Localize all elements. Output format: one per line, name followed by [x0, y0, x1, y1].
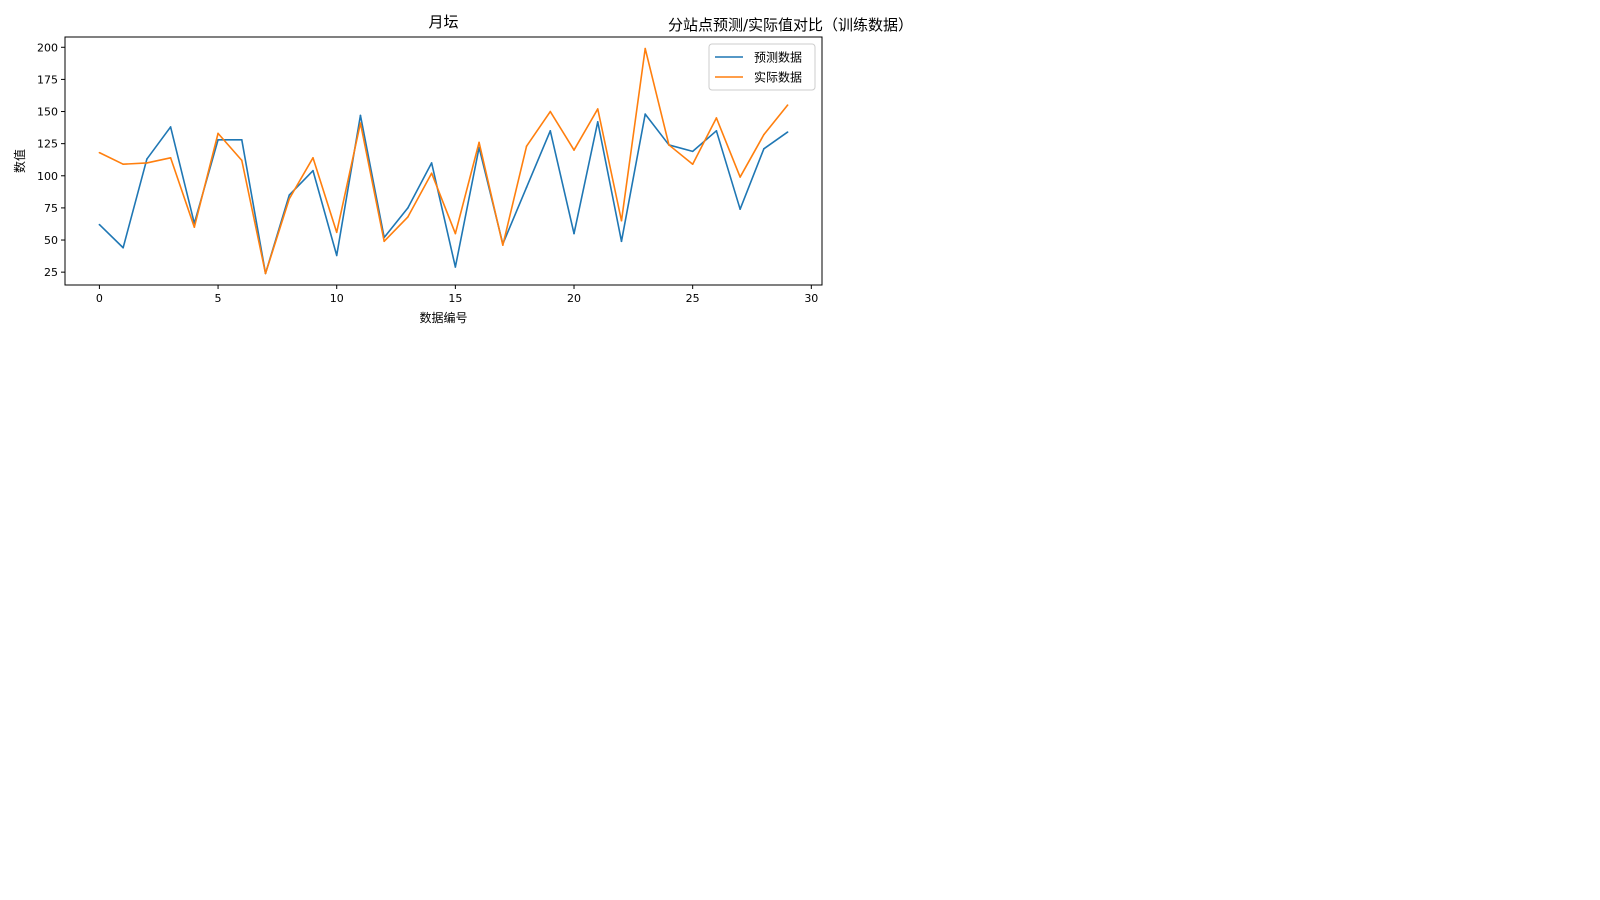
data-point-s1-18 [525, 145, 528, 148]
y-tick-label-3: 100 [37, 170, 58, 183]
data-point-s1-24 [668, 144, 670, 146]
data-point-s0-3 [169, 126, 172, 128]
figure-title: 分站点预测/实际值对比（训练数据） [668, 16, 914, 34]
data-point-s1-8 [288, 198, 291, 200]
data-point-s0-5 [217, 138, 219, 141]
data-point-s1-6 [240, 159, 243, 162]
series-line-0 [98, 113, 789, 275]
data-point-s0-1 [122, 246, 124, 249]
data-point-s1-1 [122, 163, 124, 166]
data-point-s0-28 [763, 147, 765, 150]
data-point-s1-15 [454, 232, 457, 235]
y-tick-label-2: 75 [44, 202, 58, 215]
data-point-s1-25 [691, 163, 694, 166]
data-point-s0-20 [573, 232, 575, 235]
y-tick-label-7: 200 [37, 41, 58, 54]
data-point-s0-11 [359, 114, 362, 117]
legend-label-0: 预测数据 [754, 50, 802, 65]
y-tick-label-1: 50 [44, 234, 58, 247]
data-point-s0-29 [786, 131, 789, 133]
data-point-s1-23 [644, 47, 647, 50]
x-tick-label-2: 10 [330, 292, 344, 305]
data-point-s1-27 [739, 176, 741, 178]
data-point-s0-26 [715, 130, 718, 132]
plot-frame [64, 36, 823, 286]
data-point-s1-9 [312, 156, 314, 159]
x-tick-label-4: 20 [567, 292, 581, 305]
data-point-s1-21 [596, 108, 599, 110]
data-point-s1-4 [193, 226, 196, 228]
y-tick-label-6: 175 [37, 73, 58, 86]
x-tick-label-0: 0 [96, 292, 103, 305]
x-tick-label-5: 25 [686, 292, 700, 305]
data-point-s1-16 [478, 141, 480, 144]
data-point-s1-10 [335, 231, 338, 234]
data-point-s1-26 [715, 117, 718, 119]
data-point-s1-22 [620, 219, 623, 222]
data-point-s0-18 [525, 186, 528, 189]
chart-title: 月坛 [428, 13, 458, 31]
y-axis-label: 数值 [12, 149, 27, 173]
data-point-s0-21 [596, 121, 599, 123]
data-point-s1-29 [786, 104, 789, 106]
data-point-s0-22 [620, 240, 623, 243]
data-point-s1-17 [502, 244, 504, 246]
data-point-s0-19 [549, 130, 552, 132]
data-point-s1-20 [573, 149, 575, 151]
data-point-s1-13 [407, 216, 409, 218]
legend-box [708, 43, 816, 91]
data-point-s1-7 [264, 272, 267, 275]
data-point-s0-15 [454, 266, 457, 268]
data-point-s1-28 [763, 133, 765, 136]
series-line-1 [99, 47, 789, 275]
data-point-s0-13 [407, 207, 409, 209]
x-tick-label-3: 15 [448, 292, 462, 305]
data-point-s1-2 [146, 162, 148, 164]
data-point-s0-0 [98, 223, 101, 226]
y-tick-label-5: 150 [37, 106, 58, 119]
data-point-s0-8 [288, 194, 291, 196]
data-point-s1-3 [169, 156, 172, 159]
x-axis-label: 数据编号 [419, 310, 467, 325]
data-point-s1-19 [549, 110, 552, 113]
data-point-s0-23 [644, 113, 647, 115]
data-point-s0-14 [430, 162, 433, 164]
x-tick-label-6: 30 [804, 292, 818, 305]
data-point-s0-6 [240, 138, 243, 141]
y-tick-label-4: 125 [37, 138, 58, 151]
y-tick-label-0: 25 [44, 266, 58, 279]
data-point-s0-2 [146, 158, 148, 160]
data-point-s0-25 [691, 150, 694, 153]
data-point-s1-0 [98, 151, 101, 154]
legend-label-1: 实际数据 [754, 70, 802, 85]
data-point-s0-9 [312, 169, 314, 172]
data-point-s1-14 [430, 172, 433, 175]
data-point-s0-27 [739, 208, 741, 210]
x-tick-label-1: 5 [215, 292, 222, 305]
data-point-s0-10 [335, 254, 338, 257]
data-point-s1-12 [383, 240, 385, 243]
data-point-s1-11 [359, 122, 362, 124]
data-point-s1-5 [217, 132, 219, 135]
